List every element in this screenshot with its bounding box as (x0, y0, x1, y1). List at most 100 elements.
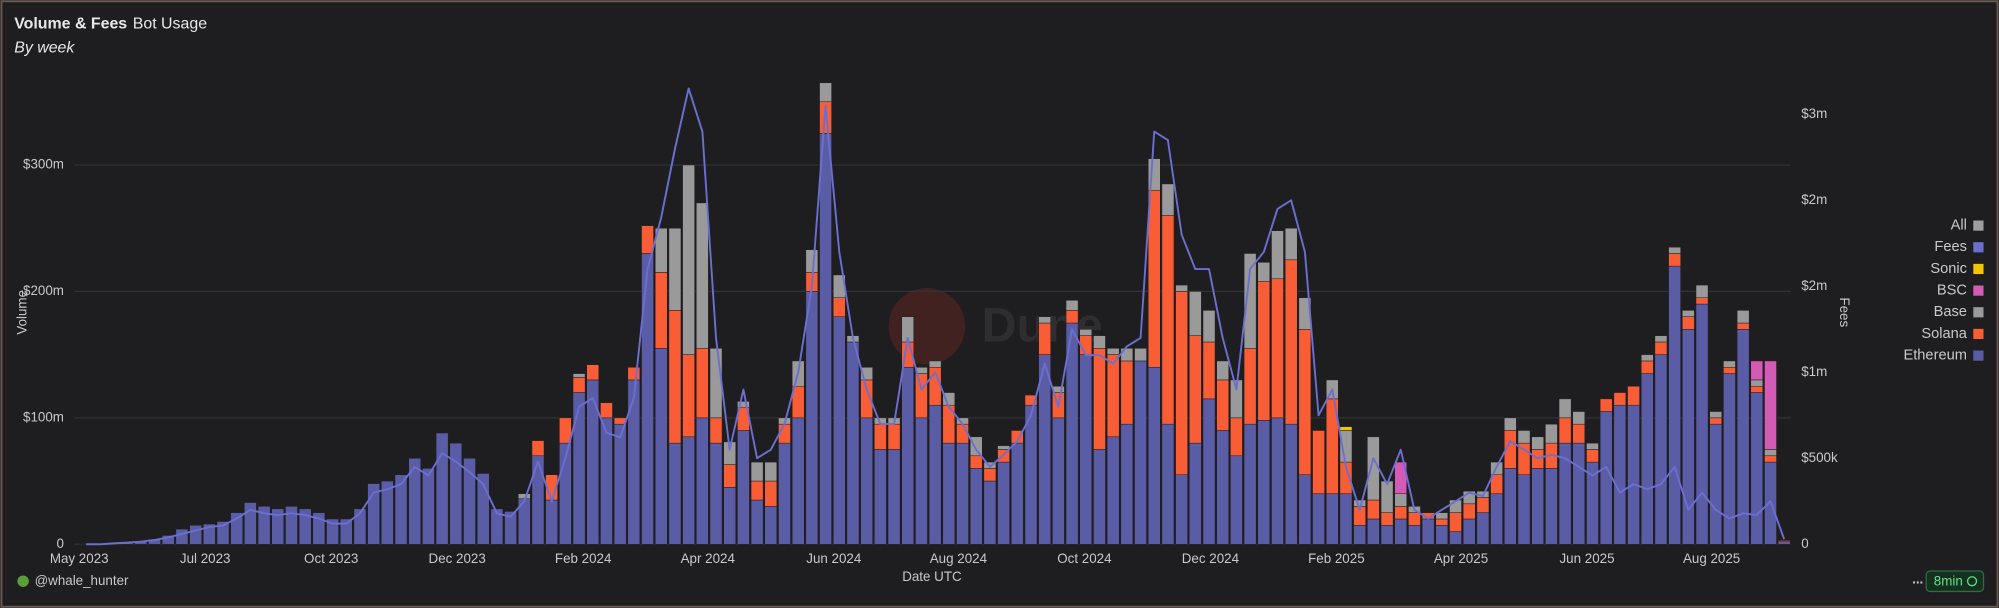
bar-segment (504, 511, 517, 545)
bar-segment (257, 506, 271, 545)
legend-label[interactable]: Fees (1934, 239, 1967, 255)
bar-segment (709, 348, 723, 419)
bar-segment (1613, 404, 1627, 545)
bar-segment (1367, 436, 1380, 501)
bar-segment (1189, 291, 1202, 336)
bar-segment (1421, 518, 1435, 545)
bar-segment (1750, 379, 1764, 387)
author[interactable]: @whale_hunter (35, 573, 129, 588)
bar-segment (216, 521, 230, 545)
bar-segment (1449, 512, 1462, 532)
bar-segment (1093, 335, 1106, 349)
y-tick-label: $300m (23, 157, 64, 172)
legend-label[interactable]: Base (1934, 304, 1967, 320)
bar-segment (1654, 335, 1668, 343)
bar-segment (696, 348, 709, 419)
bar-segment (1586, 442, 1599, 450)
bar-segment (627, 379, 641, 545)
bar-segment (394, 474, 408, 545)
bar-segment (1517, 430, 1531, 444)
bar-segment (1230, 379, 1243, 419)
bar-segment (668, 310, 682, 444)
bar-segment (1093, 348, 1106, 450)
bar-segment (1640, 373, 1654, 545)
bar-segment (572, 373, 586, 378)
bar-segment (1339, 426, 1353, 431)
bar-segment (559, 417, 572, 444)
subtitle: By week (14, 40, 75, 57)
bar-segment (1065, 310, 1079, 324)
legend-label[interactable]: BSC (1937, 282, 1968, 298)
bar-segment (1216, 379, 1229, 431)
y2-tick-label: $3m (1801, 106, 1827, 121)
bar-segment (1750, 392, 1764, 545)
bar-segment (1709, 417, 1723, 425)
y2-tick-label: $2m (1801, 278, 1827, 293)
bar-segment (1394, 518, 1408, 545)
bar-segment (764, 480, 778, 507)
legend-swatch (1973, 285, 1984, 296)
bar-segment (942, 442, 956, 545)
bar-segment (668, 442, 682, 545)
bar-segment (1517, 474, 1531, 545)
bar-segment (1750, 360, 1764, 381)
bar-segment (1243, 423, 1257, 545)
bar-segment (600, 402, 613, 419)
legend-swatch (1973, 242, 1984, 253)
bar-segment (1572, 442, 1586, 545)
bar-segment (1312, 493, 1325, 545)
bar-segment (1065, 300, 1079, 311)
y-axis-title: Volume (15, 290, 30, 335)
bar-segment (1353, 499, 1366, 507)
bar-segment (1147, 190, 1161, 368)
legend-label[interactable]: Solana (1921, 326, 1967, 342)
x-tick-label: Oct 2023 (304, 551, 358, 566)
x-tick-label: Apr 2024 (681, 551, 736, 566)
bar-segment (449, 442, 463, 545)
y-tick-label: $200m (23, 283, 64, 298)
bar-segment (1189, 442, 1202, 545)
bar-segment (1230, 417, 1243, 457)
bar-segment (1284, 227, 1298, 261)
legend-label[interactable]: All (1951, 217, 1967, 233)
bar-segment (1175, 291, 1188, 475)
bar-segment (791, 417, 805, 545)
bar-segment (1599, 398, 1613, 412)
bar-segment (956, 442, 969, 545)
bar-segment (408, 458, 422, 545)
bar-segment (572, 377, 586, 393)
y-tick-label: 0 (56, 536, 63, 551)
bar-segment (1764, 455, 1777, 463)
bar-segment (737, 401, 750, 408)
bar-segment (819, 133, 832, 545)
tab[interactable]: Bot Usage (133, 15, 207, 32)
bar-segment (1531, 436, 1544, 450)
bar-segment (983, 461, 997, 469)
author-icon (17, 575, 29, 587)
bar-segment (1243, 253, 1257, 349)
x-tick-label: Jun 2024 (806, 551, 862, 566)
bar-segment (1668, 246, 1681, 254)
bar-segment (1695, 284, 1709, 298)
bar-segment (1777, 540, 1791, 542)
bar-segment (1736, 310, 1750, 324)
bar-segment (1325, 493, 1339, 545)
bar-segment (531, 455, 545, 545)
bar-segment (1257, 420, 1271, 545)
legend-label[interactable]: Sonic (1930, 261, 1967, 277)
bar-segment (654, 348, 668, 545)
menu[interactable]: ... (1912, 571, 1923, 586)
bar-segment (1462, 518, 1476, 545)
bar-segment (1257, 262, 1271, 282)
bar-segment (764, 506, 778, 545)
legend-label[interactable]: Ethereum (1903, 347, 1966, 363)
bar-segment (1202, 398, 1216, 545)
bar-segment (1408, 525, 1421, 545)
bar-segment (1695, 303, 1709, 545)
bar-segment (764, 461, 778, 482)
refresh: 8min (1934, 573, 1963, 588)
bar-segment (1394, 493, 1408, 507)
bar-segment (1257, 281, 1271, 421)
bar-segment (1175, 284, 1188, 292)
bar-segment (1353, 525, 1366, 545)
